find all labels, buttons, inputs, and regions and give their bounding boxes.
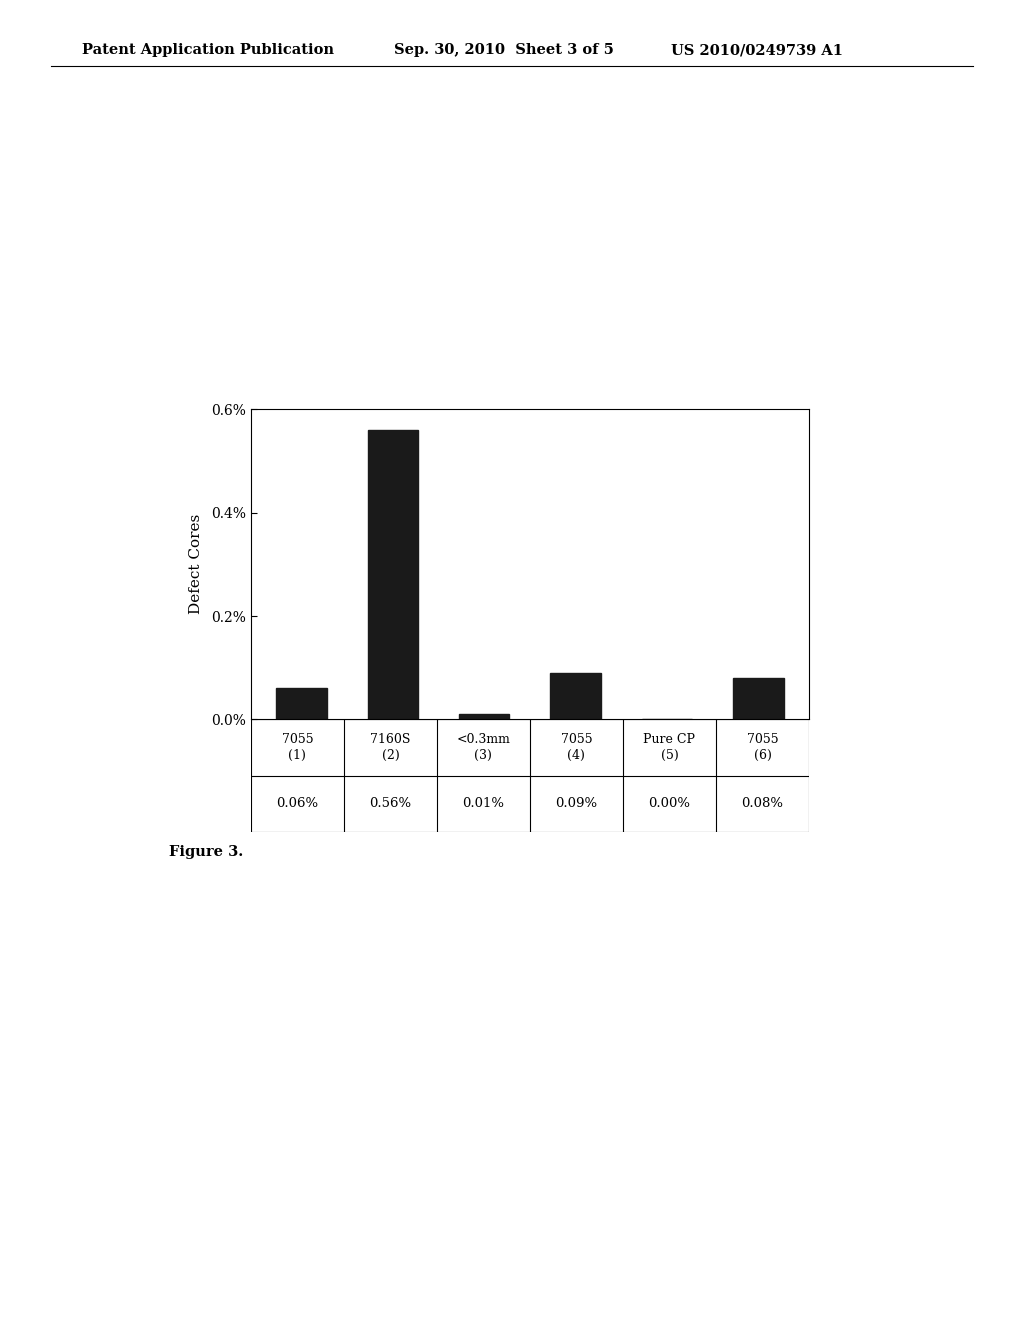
Text: 7055
(6): 7055 (6) [746,733,778,762]
Text: <0.3mm
(3): <0.3mm (3) [457,733,510,762]
Bar [368,430,418,719]
Text: 0.06%: 0.06% [276,797,318,810]
Text: 0.08%: 0.08% [741,797,783,810]
Text: Figure 3.: Figure 3. [169,845,244,859]
Text: 0.09%: 0.09% [555,797,597,810]
Text: 0.56%: 0.56% [370,797,412,810]
Text: 7160S
(2): 7160S (2) [371,733,411,762]
Text: 0.01%: 0.01% [463,797,505,810]
Text: Patent Application Publication: Patent Application Publication [82,44,334,57]
Bar [276,689,327,719]
Text: Sep. 30, 2010  Sheet 3 of 5: Sep. 30, 2010 Sheet 3 of 5 [394,44,614,57]
Bar [551,673,601,719]
Text: US 2010/0249739 A1: US 2010/0249739 A1 [671,44,843,57]
Text: 7055
(1): 7055 (1) [282,733,313,762]
Bar [733,678,783,719]
Text: Pure CP
(5): Pure CP (5) [643,733,695,762]
Y-axis label: Defect Cores: Defect Cores [188,515,203,614]
Text: 0.00%: 0.00% [648,797,690,810]
Text: 7055
(4): 7055 (4) [560,733,592,762]
Bar [459,714,509,719]
